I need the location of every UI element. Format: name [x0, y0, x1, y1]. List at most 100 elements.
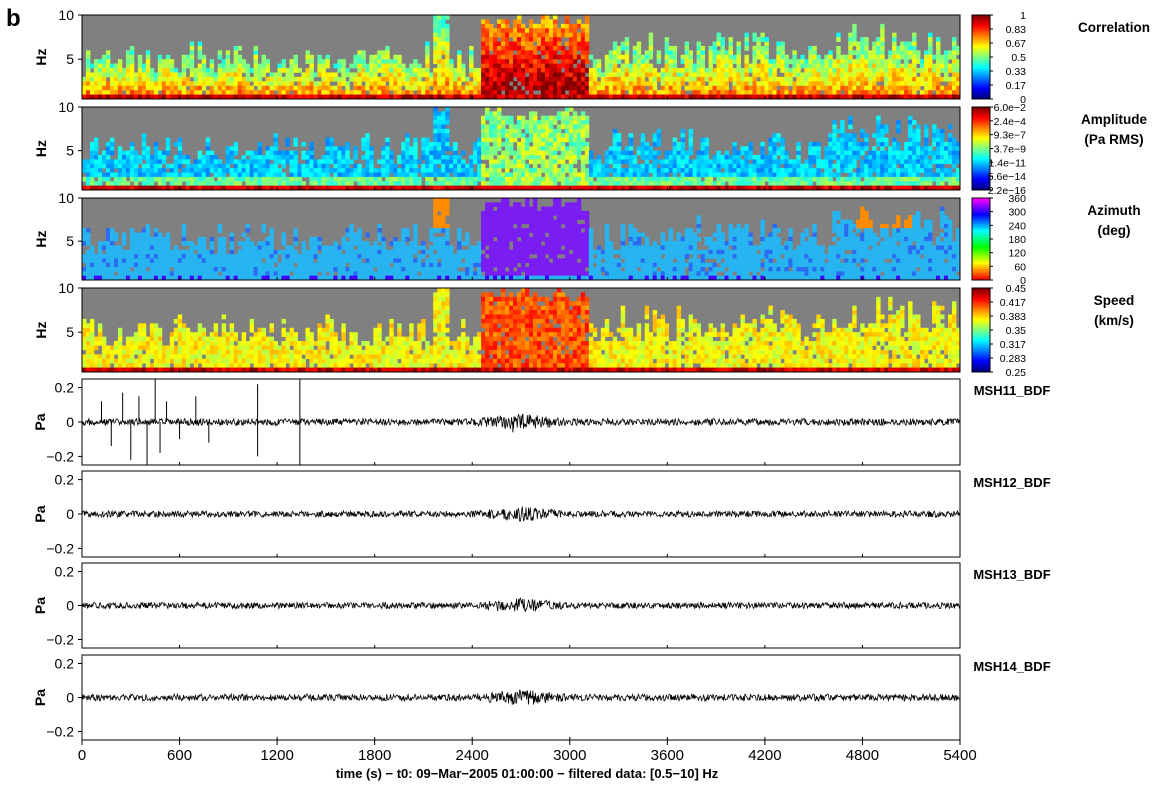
- heatmap-cell: [664, 37, 670, 42]
- heatmap-cell: [229, 146, 235, 151]
- heatmap-cell: [82, 258, 87, 264]
- heatmap-cell: [864, 181, 869, 186]
- heatmap-cell: [149, 254, 155, 259]
- heatmap-cell: [169, 172, 175, 178]
- heatmap-cell: [924, 81, 929, 87]
- heatmap-cell: [441, 146, 446, 151]
- heatmap-cell: [505, 54, 510, 60]
- heatmap-cell: [796, 146, 801, 151]
- colorbar-band: [972, 116, 990, 119]
- heatmap-cell: [97, 81, 103, 87]
- heatmap-cell: [928, 59, 933, 64]
- heatmap-cell: [588, 150, 594, 156]
- heatmap-cell: [189, 94, 195, 100]
- heatmap-cell: [389, 176, 394, 182]
- heatmap-cell: [896, 94, 901, 100]
- heatmap-cell: [329, 181, 334, 186]
- heatmap-cell: [321, 90, 326, 95]
- heatmap-cell: [732, 81, 737, 87]
- heatmap-cell: [604, 72, 610, 78]
- heatmap-cell: [289, 85, 294, 91]
- heatmap-cell: [189, 50, 195, 56]
- heatmap-cell: [864, 172, 869, 178]
- heatmap-cell: [341, 181, 346, 186]
- heatmap-cell: [660, 176, 666, 182]
- heatmap-cell: [608, 155, 614, 160]
- heatmap-cell: [880, 50, 885, 56]
- heatmap-cell: [425, 168, 430, 173]
- colorbar-band: [972, 154, 990, 156]
- heatmap-cell: [908, 72, 913, 78]
- heatmap-cell: [501, 63, 506, 69]
- heatmap-cell: [445, 181, 450, 186]
- colorbar-band: [972, 16, 990, 19]
- heatmap-cell: [688, 137, 694, 143]
- heatmap-cell: [876, 72, 881, 78]
- heatmap-cell: [752, 94, 757, 100]
- heatmap-cell: [648, 168, 654, 173]
- heatmap-cell: [385, 63, 390, 69]
- colorbar-band: [972, 180, 990, 183]
- heatmap-cell: [536, 181, 542, 186]
- heatmap-cell: [441, 111, 446, 117]
- heatmap-cell: [948, 176, 953, 182]
- heatmap-cell: [309, 146, 314, 151]
- heatmap-cell: [720, 76, 725, 82]
- heatmap-cell: [133, 155, 139, 160]
- heatmap-cell: [640, 81, 646, 87]
- heatmap-cell: [952, 150, 957, 156]
- heatmap-cell: [105, 59, 111, 64]
- heatmap-cell: [105, 146, 111, 151]
- colorbar-band: [972, 183, 990, 185]
- heatmap-cell: [764, 185, 769, 191]
- heatmap-cell: [393, 181, 398, 186]
- heatmap-cell: [772, 163, 777, 169]
- heatmap-cell: [564, 176, 570, 182]
- heatmap-cell: [676, 81, 682, 87]
- heatmap-cell: [760, 54, 765, 60]
- heatmap-cell: [93, 90, 99, 95]
- heatmap-cell: [712, 159, 717, 165]
- heatmap-cell: [129, 141, 135, 147]
- heatmap-cell: [425, 90, 430, 95]
- heatmap-cell: [584, 94, 590, 100]
- heatmap-cell: [828, 159, 833, 165]
- heatmap-cell: [748, 163, 753, 169]
- heatmap-cell: [461, 163, 466, 169]
- heatmap-cell: [840, 81, 845, 87]
- heatmap-cell: [493, 146, 498, 151]
- heatmap-cell: [788, 159, 793, 165]
- heatmap-cell: [684, 159, 690, 165]
- heatmap-cell: [644, 150, 650, 156]
- heatmap-cell: [824, 94, 829, 100]
- heatmap-cell: [584, 15, 590, 20]
- heatmap-cell: [265, 85, 270, 91]
- heatmap-cell: [497, 181, 502, 186]
- heatmap-cell: [329, 141, 334, 147]
- heatmap-cell: [760, 68, 765, 73]
- heatmap-cell: [217, 54, 223, 60]
- colorbar-tick-label: 0.17: [1006, 80, 1027, 92]
- heatmap-cell: [173, 176, 179, 182]
- heatmap-cell: [684, 50, 690, 56]
- heatmap-cell: [596, 81, 602, 87]
- heatmap-cell: [233, 159, 239, 165]
- heatmap-cell: [572, 41, 578, 47]
- heatmap-cell: [353, 150, 358, 156]
- heatmap-cell: [908, 115, 913, 121]
- heatmap-cell: [353, 94, 358, 100]
- heatmap-cell: [105, 90, 111, 95]
- heatmap-cell: [552, 81, 558, 87]
- heatmap-cell: [213, 185, 219, 191]
- heatmap-cell: [844, 133, 849, 138]
- heatmap-cell: [796, 85, 801, 91]
- heatmap-cell: [109, 137, 115, 143]
- colorbar-band: [972, 160, 990, 163]
- heatmap-cell: [580, 111, 586, 117]
- heatmap-cell: [640, 163, 646, 169]
- heatmap-cell: [469, 159, 474, 165]
- heatmap-cell: [740, 81, 745, 87]
- heatmap-cell: [285, 137, 290, 143]
- heatmap-cell: [89, 262, 95, 268]
- heatmap-cell: [457, 76, 462, 82]
